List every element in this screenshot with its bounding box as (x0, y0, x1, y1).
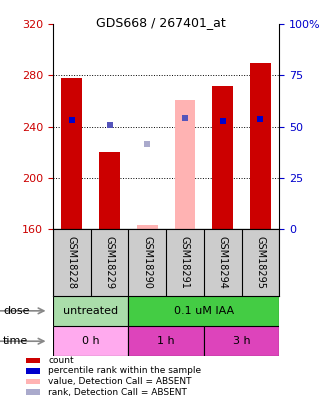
Bar (128, 296, 279, 326)
Text: 3 h: 3 h (233, 336, 250, 346)
Text: count: count (48, 356, 74, 365)
Text: GSM18228: GSM18228 (67, 236, 77, 289)
Text: dose: dose (3, 306, 30, 316)
Bar (61, 78, 82, 229)
Text: GSM18229: GSM18229 (105, 236, 115, 289)
Text: 1 h: 1 h (157, 336, 175, 346)
Bar (175, 100, 195, 229)
Bar (53, 296, 128, 326)
Bar (137, 225, 158, 229)
Text: rank, Detection Call = ABSENT: rank, Detection Call = ABSENT (48, 388, 187, 396)
Text: 0.1 uM IAA: 0.1 uM IAA (174, 306, 234, 316)
Text: value, Detection Call = ABSENT: value, Detection Call = ABSENT (48, 377, 192, 386)
Bar (128, 326, 204, 356)
Text: untreated: untreated (63, 306, 118, 316)
Text: GSM18290: GSM18290 (142, 236, 152, 289)
Text: GDS668 / 267401_at: GDS668 / 267401_at (96, 16, 225, 29)
Text: GSM18295: GSM18295 (256, 236, 265, 289)
Text: percentile rank within the sample: percentile rank within the sample (48, 367, 201, 375)
Text: GSM18291: GSM18291 (180, 236, 190, 289)
Text: 0 h: 0 h (82, 336, 100, 346)
Text: GSM18294: GSM18294 (218, 236, 228, 289)
Bar (53, 326, 128, 356)
Text: time: time (3, 336, 29, 346)
Bar (250, 63, 271, 229)
Bar (204, 326, 279, 356)
Bar (212, 85, 233, 229)
Bar (99, 152, 120, 229)
